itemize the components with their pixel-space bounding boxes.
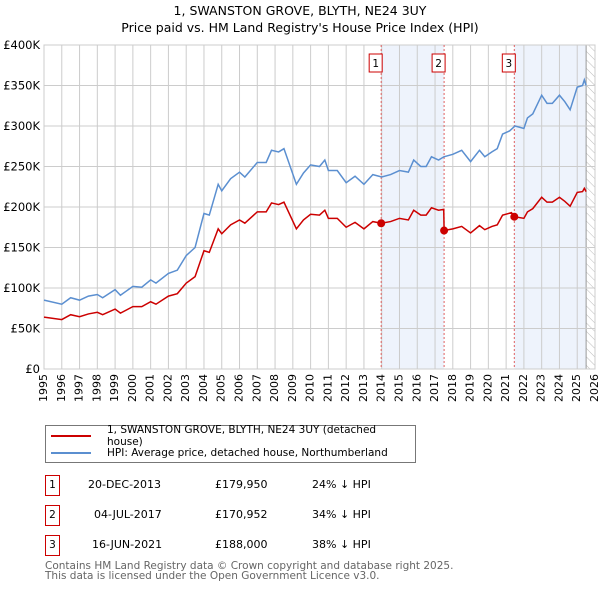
x-tick-label: 2002 xyxy=(161,374,174,402)
x-tick-label: 2024 xyxy=(552,374,565,402)
y-tick-label: £350K xyxy=(3,79,40,93)
sale-point xyxy=(377,219,386,228)
x-tick-label: 2004 xyxy=(197,374,210,402)
x-tick-label: 2014 xyxy=(375,374,388,402)
x-tick-label: 2023 xyxy=(535,374,548,402)
x-tick-label: 2006 xyxy=(233,374,246,402)
y-tick-label: £50K xyxy=(11,322,41,336)
legend: 1, SWANSTON GROVE, BLYTH, NE24 3UY (deta… xyxy=(45,424,416,463)
sale-number-badge: 3 xyxy=(45,535,60,556)
y-tick-label: £200K xyxy=(3,200,40,214)
x-tick-label: 2007 xyxy=(250,374,263,402)
x-tick-label: 2021 xyxy=(499,374,512,402)
footer-copyright: Contains HM Land Registry data © Crown c… xyxy=(45,560,454,572)
sale-label-box xyxy=(368,53,383,73)
x-tick-label: 2013 xyxy=(357,374,370,402)
x-tick-label: 2011 xyxy=(321,374,334,402)
plot-frame xyxy=(43,44,596,370)
x-tick-label: 2005 xyxy=(215,374,228,402)
sale-label: 3 xyxy=(505,58,512,70)
x-tick-label: 2025 xyxy=(570,374,583,402)
sale-label-box xyxy=(431,53,446,73)
legend-item-hpi: HPI: Average price, detached house, Nort… xyxy=(46,445,388,461)
legend-item-property: 1, SWANSTON GROVE, BLYTH, NE24 3UY (deta… xyxy=(46,424,415,448)
x-tick-label: 2001 xyxy=(144,374,157,402)
sale-price: £170,952 xyxy=(215,508,268,521)
x-tick-label: 2008 xyxy=(268,374,281,402)
sale-number-badge: 1 xyxy=(45,475,60,496)
hpi-line xyxy=(43,77,587,306)
x-tick-label: 2009 xyxy=(286,374,299,402)
legend-label: 1, SWANSTON GROVE, BLYTH, NE24 3UY (deta… xyxy=(106,424,377,448)
y-tick-label: £0 xyxy=(25,362,40,376)
property-price-line xyxy=(43,186,587,321)
y-tick-label: £300K xyxy=(3,119,40,133)
x-tick-label: 2015 xyxy=(392,374,405,402)
legend-swatch xyxy=(51,435,91,437)
sale-label: 2 xyxy=(435,58,442,70)
x-tick-label: 2010 xyxy=(304,374,317,402)
x-tick-label: 2020 xyxy=(481,374,494,402)
footer-licence: This data is licensed under the Open Gov… xyxy=(45,570,380,582)
sale-hpi-diff: 38% ↓ HPI xyxy=(312,538,371,551)
sale-label-box xyxy=(501,53,516,73)
y-tick-label: £250K xyxy=(3,160,40,174)
x-tick-label: 1999 xyxy=(108,374,121,402)
x-tick-label: 2003 xyxy=(179,374,192,402)
x-tick-label: 1995 xyxy=(37,374,50,402)
table-row: 2 04-JUL-2017 £170,952 34% ↓ HPI xyxy=(45,505,445,526)
table-row: 3 16-JUN-2021 £188,000 38% ↓ HPI xyxy=(45,535,445,556)
x-tick-label: 2000 xyxy=(126,374,139,402)
chart-subtitle: Price paid vs. HM Land Registry's House … xyxy=(121,20,479,35)
legend-swatch xyxy=(51,452,91,454)
x-tick-label: 2022 xyxy=(517,374,530,402)
sale-point xyxy=(440,226,449,235)
sale-date: 20-DEC-2013 xyxy=(88,478,162,491)
sale-price: £188,000 xyxy=(215,538,268,551)
sale-price: £179,950 xyxy=(215,478,268,491)
legend-label: HPI: Average price, detached house, Nort… xyxy=(107,447,388,459)
x-tick-label: 2016 xyxy=(410,374,423,402)
y-tick-label: £100K xyxy=(3,281,40,295)
y-tick-label: £150K xyxy=(3,241,40,255)
table-row: 1 20-DEC-2013 £179,950 24% ↓ HPI xyxy=(45,475,445,496)
y-tick-label: £400K xyxy=(3,38,40,52)
x-tick-label: 2026 xyxy=(588,374,600,402)
x-tick-label: 2017 xyxy=(428,374,441,402)
x-tick-label: 2012 xyxy=(339,374,352,402)
price-chart: 1995 1996 1997 1998 1999 2000 2001 2002 2003 2004… xyxy=(3,38,600,402)
x-tick-label: 1998 xyxy=(90,374,103,402)
sale-date: 04-JUL-2017 xyxy=(94,508,162,521)
x-tick-label: 2018 xyxy=(446,374,459,402)
sale-point xyxy=(510,212,519,221)
sale-hpi-diff: 24% ↓ HPI xyxy=(312,478,371,491)
x-tick-label: 1996 xyxy=(55,374,68,402)
sale-label: 1 xyxy=(372,58,379,70)
x-tick-label: 2019 xyxy=(464,374,477,402)
sale-number-badge: 2 xyxy=(45,505,60,526)
sale-hpi-diff: 34% ↓ HPI xyxy=(312,508,371,521)
chart-title: 1, SWANSTON GROVE, BLYTH, NE24 3UY xyxy=(173,3,427,18)
x-tick-label: 1997 xyxy=(73,374,86,402)
sale-date: 16-JUN-2021 xyxy=(92,538,163,551)
